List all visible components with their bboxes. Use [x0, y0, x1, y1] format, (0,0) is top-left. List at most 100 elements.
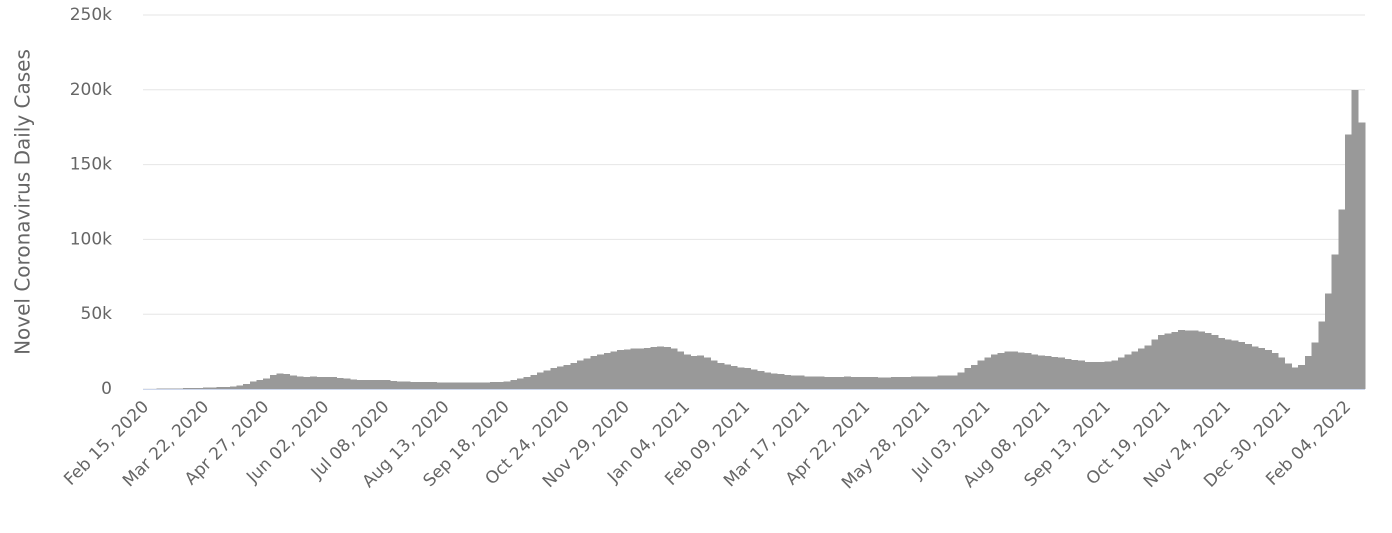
- bar: [797, 375, 805, 389]
- bar: [697, 355, 705, 389]
- bar: [189, 387, 197, 389]
- bar: [924, 376, 932, 389]
- bar: [403, 381, 411, 389]
- bar: [1104, 361, 1112, 389]
- bar: [610, 351, 618, 389]
- bar: [376, 380, 384, 389]
- bar: [804, 376, 812, 389]
- bar: [1304, 356, 1312, 389]
- y-tick-label: 250k: [70, 5, 112, 25]
- bar: [904, 377, 912, 389]
- bar: [637, 348, 645, 389]
- bar: [737, 367, 745, 389]
- bar: [176, 388, 184, 389]
- bar: [677, 351, 685, 389]
- bar: [456, 382, 464, 389]
- bar: [1097, 362, 1105, 389]
- bar: [236, 385, 244, 389]
- bar: [289, 375, 297, 389]
- bar: [683, 354, 691, 389]
- bar: [1264, 350, 1272, 389]
- bar: [183, 388, 191, 389]
- bar: [496, 381, 504, 389]
- bar: [1084, 362, 1092, 389]
- bar: [717, 362, 725, 389]
- bar: [543, 370, 551, 389]
- bar: [877, 377, 885, 389]
- bar: [790, 375, 798, 389]
- bar: [490, 382, 498, 389]
- bar: [536, 372, 544, 389]
- bar: [463, 382, 471, 389]
- bar: [1137, 348, 1145, 389]
- bar: [971, 365, 978, 389]
- bar: [296, 376, 304, 389]
- bar: [203, 387, 211, 389]
- bar: [443, 382, 451, 389]
- bar: [323, 377, 331, 389]
- bar: [777, 374, 785, 389]
- bar: [817, 376, 825, 389]
- bar: [563, 365, 571, 389]
- bar: [864, 377, 872, 389]
- bar: [1318, 321, 1326, 389]
- bar: [276, 373, 284, 389]
- bar: [1258, 347, 1266, 389]
- bar: [964, 368, 972, 389]
- bar: [256, 380, 264, 389]
- bar: [1171, 332, 1179, 389]
- bar: [1284, 363, 1292, 389]
- bar: [984, 357, 992, 389]
- bar: [897, 377, 905, 389]
- bar: [1164, 333, 1172, 389]
- bar: [590, 356, 598, 389]
- bar: [1071, 359, 1079, 389]
- bar: [1051, 356, 1059, 389]
- bar: [657, 346, 665, 389]
- bar: [950, 375, 958, 389]
- bar: [723, 364, 731, 389]
- bar: [1231, 340, 1239, 389]
- bar: [1024, 353, 1032, 389]
- bar: [243, 383, 251, 389]
- bar: [216, 387, 224, 389]
- bar: [503, 381, 511, 389]
- bar: [1291, 367, 1299, 389]
- bar: [356, 380, 364, 389]
- bar: [1244, 344, 1252, 389]
- bar: [750, 369, 758, 389]
- bar: [850, 377, 858, 389]
- bar: [1017, 352, 1025, 389]
- bar: [1271, 353, 1279, 389]
- bar: [1144, 345, 1152, 389]
- bar: [516, 378, 524, 389]
- bar: [1184, 330, 1192, 389]
- bar: [557, 366, 564, 389]
- bar: [917, 376, 925, 389]
- bar: [196, 387, 204, 389]
- bar: [476, 382, 484, 389]
- bar: [857, 377, 865, 389]
- bar: [169, 388, 177, 389]
- bar: [944, 375, 952, 389]
- bar: [249, 381, 257, 389]
- bar: [530, 374, 538, 389]
- bar: [583, 358, 591, 389]
- bar: [1011, 351, 1019, 389]
- bar: [1044, 356, 1052, 389]
- bar: [690, 356, 698, 389]
- bar: [764, 372, 771, 389]
- bar: [1057, 357, 1065, 389]
- bar: [770, 373, 778, 389]
- bar: [229, 386, 237, 389]
- bar: [1117, 357, 1125, 389]
- bar: [283, 374, 291, 389]
- bar: [784, 374, 792, 389]
- bar: [523, 377, 531, 389]
- bar: [1278, 357, 1286, 389]
- bar: [423, 382, 431, 389]
- bar: [1091, 362, 1099, 389]
- bar: [730, 365, 738, 389]
- bar: [1204, 332, 1212, 389]
